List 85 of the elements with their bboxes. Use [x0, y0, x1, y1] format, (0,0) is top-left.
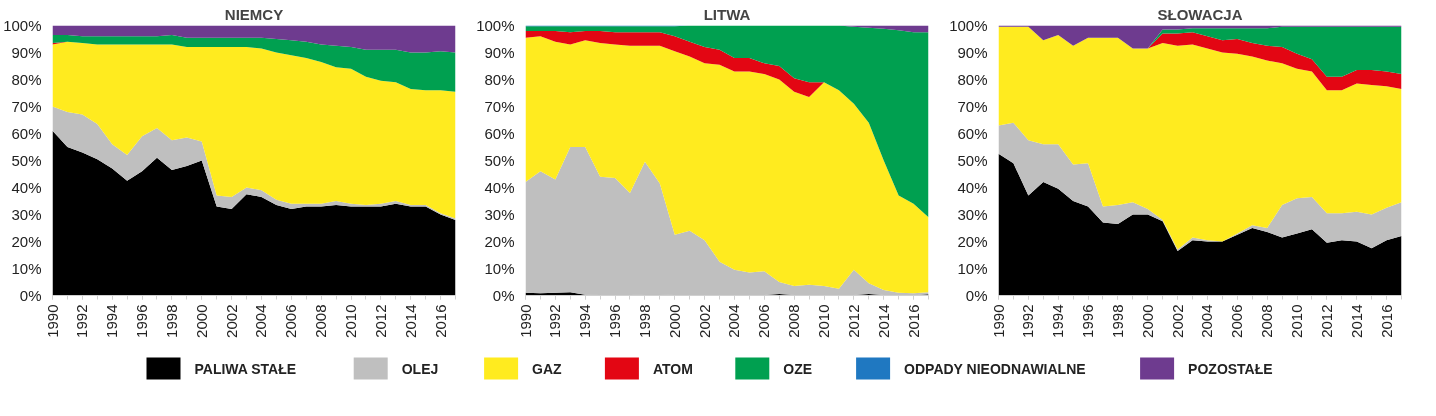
x-tick-label: 2004 — [725, 304, 743, 338]
y-tick-label: 30% — [484, 206, 515, 223]
y-tick-label: 100% — [476, 17, 515, 34]
x-tick-label: 2014 — [401, 304, 419, 338]
x-tick-label: 2016 — [904, 304, 922, 338]
x-tick-label: 1996 — [133, 304, 151, 338]
y-tick-label: 0% — [19, 287, 42, 304]
y-tick-label: 10% — [484, 260, 515, 277]
legend-label: OLEJ — [401, 360, 439, 377]
x-tick-label: 1996 — [1079, 304, 1097, 338]
x-tick-label: 1998 — [635, 304, 653, 338]
x-tick-label: 1994 — [576, 304, 594, 338]
legend-label: ATOM — [652, 360, 693, 377]
x-tick-label: 2012 — [371, 304, 389, 338]
y-tick-label: 90% — [484, 44, 515, 61]
x-tick-label: 2006 — [282, 304, 300, 338]
y-tick-label: 20% — [957, 233, 988, 250]
chart-title: NIEMCY — [224, 5, 284, 23]
y-tick-label: 90% — [957, 44, 988, 61]
legend-label: GAZ — [532, 360, 563, 377]
y-tick-label: 0% — [492, 287, 515, 304]
legend-label: OZE — [783, 360, 813, 377]
x-tick-label: 2010 — [815, 304, 833, 338]
y-tick-label: 100% — [949, 17, 988, 34]
x-tick-label: 2014 — [874, 304, 892, 338]
x-tick-label: 1990 — [989, 304, 1007, 338]
x-tick-label: 2012 — [1317, 304, 1335, 338]
x-tick-label: 1992 — [1019, 304, 1037, 338]
y-tick-label: 30% — [957, 206, 988, 223]
chart-title: SŁOWACJA — [1157, 5, 1243, 23]
x-tick-label: 2010 — [342, 304, 360, 338]
x-tick-label: 2004 — [252, 304, 270, 338]
y-tick-label: 70% — [484, 98, 515, 115]
x-tick-label: 2006 — [755, 304, 773, 338]
y-tick-label: 80% — [11, 71, 42, 88]
x-tick-label: 2000 — [665, 304, 683, 338]
x-tick-label: 2008 — [1258, 304, 1276, 338]
x-tick-label: 1994 — [103, 304, 121, 338]
x-tick-label: 2010 — [1288, 304, 1306, 338]
y-tick-label: 70% — [11, 98, 42, 115]
y-tick-label: 60% — [484, 125, 515, 142]
x-tick-label: 2006 — [1228, 304, 1246, 338]
y-tick-label: 40% — [484, 179, 515, 196]
y-tick-label: 70% — [957, 98, 988, 115]
y-tick-label: 30% — [11, 206, 42, 223]
y-tick-label: 80% — [957, 71, 988, 88]
x-tick-label: 2000 — [1138, 304, 1156, 338]
y-tick-label: 40% — [11, 179, 42, 196]
y-tick-label: 50% — [484, 152, 515, 169]
x-tick-label: 2000 — [192, 304, 210, 338]
y-tick-label: 100% — [3, 17, 42, 34]
x-tick-label: 1998 — [1108, 304, 1126, 338]
y-tick-label: 10% — [11, 260, 42, 277]
y-tick-label: 90% — [11, 44, 42, 61]
y-tick-label: 50% — [957, 152, 988, 169]
y-tick-label: 50% — [11, 152, 42, 169]
y-tick-label: 0% — [965, 287, 988, 304]
y-tick-label: 10% — [957, 260, 988, 277]
x-tick-label: 2002 — [1168, 304, 1186, 338]
x-tick-label: 1992 — [73, 304, 91, 338]
y-tick-label: 20% — [484, 233, 515, 250]
x-tick-label: 1990 — [516, 304, 534, 338]
chart-title: LITWA — [703, 5, 751, 23]
x-tick-label: 2016 — [431, 304, 449, 338]
x-tick-label: 2008 — [785, 304, 803, 338]
x-tick-label: 1996 — [606, 304, 624, 338]
y-tick-label: 80% — [484, 71, 515, 88]
y-tick-label: 40% — [957, 179, 988, 196]
x-tick-label: 2002 — [695, 304, 713, 338]
x-tick-label: 2014 — [1347, 304, 1365, 338]
legend-label: ODPADY NIEODNAWIALNE — [904, 360, 1086, 377]
x-tick-label: 2002 — [222, 304, 240, 338]
legend-label: PALIWA STAŁE — [194, 360, 297, 377]
x-tick-label: 1992 — [546, 304, 564, 338]
x-tick-label: 2008 — [312, 304, 330, 338]
x-tick-label: 1990 — [43, 304, 61, 338]
x-tick-label: 2004 — [1198, 304, 1216, 338]
x-tick-label: 1994 — [1049, 304, 1067, 338]
x-tick-label: 2016 — [1377, 304, 1395, 338]
x-tick-label: 1998 — [162, 304, 180, 338]
y-tick-label: 60% — [957, 125, 988, 142]
x-tick-label: 2012 — [844, 304, 862, 338]
y-tick-label: 20% — [11, 233, 42, 250]
y-tick-label: 60% — [11, 125, 42, 142]
legend-label: POZOSTAŁE — [1188, 360, 1273, 377]
